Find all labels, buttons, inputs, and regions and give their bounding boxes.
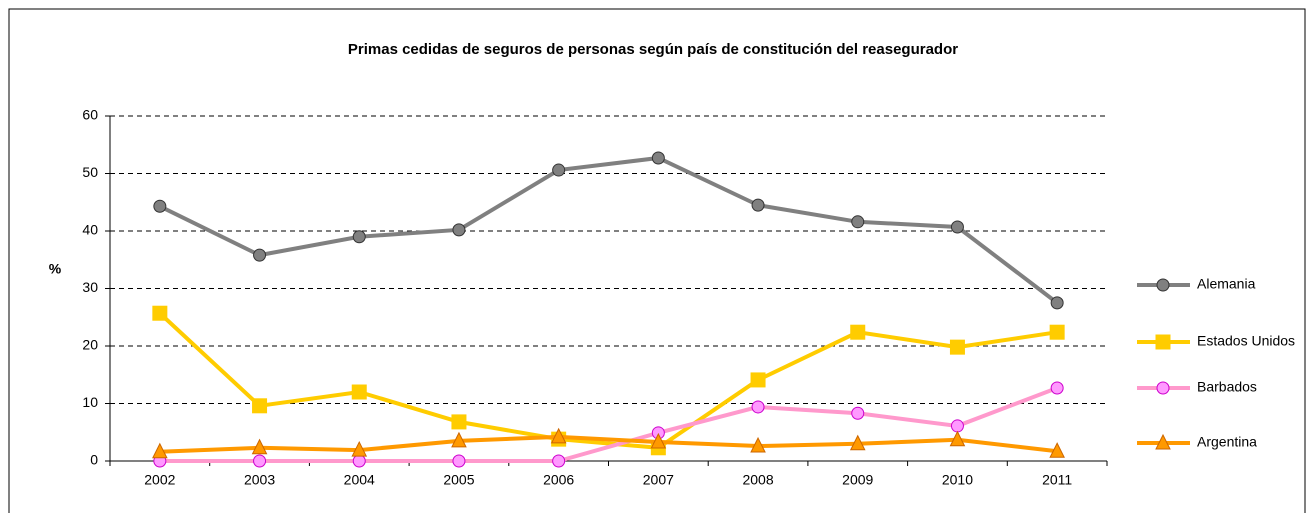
y-tick-label: 10 bbox=[82, 394, 98, 410]
legend-label: Estados Unidos bbox=[1197, 333, 1295, 349]
x-tick-label: 2005 bbox=[443, 472, 474, 488]
y-tick-label: 50 bbox=[82, 164, 98, 180]
data-point bbox=[750, 372, 766, 388]
y-tick-label: 60 bbox=[82, 107, 98, 123]
y-tick-label: 0 bbox=[90, 452, 98, 468]
x-tick-label: 2007 bbox=[643, 472, 674, 488]
data-point bbox=[153, 199, 167, 213]
data-point bbox=[253, 248, 267, 262]
data-point bbox=[651, 151, 665, 165]
y-axis-label: % bbox=[49, 261, 62, 277]
data-point bbox=[950, 220, 964, 234]
data-point bbox=[650, 432, 667, 449]
x-tick-label: 2008 bbox=[742, 472, 773, 488]
data-point bbox=[552, 163, 566, 177]
x-tick-label: 2011 bbox=[1042, 472, 1072, 488]
data-point bbox=[253, 454, 267, 468]
legend-label: Alemania bbox=[1197, 276, 1256, 292]
data-point bbox=[351, 440, 368, 457]
data-point bbox=[452, 454, 466, 468]
data-point bbox=[851, 215, 865, 229]
y-tick-label: 40 bbox=[82, 222, 98, 238]
data-point bbox=[1049, 324, 1065, 340]
series-line bbox=[158, 155, 1059, 305]
data-point bbox=[552, 454, 566, 468]
data-point bbox=[751, 400, 765, 414]
data-point bbox=[252, 398, 268, 414]
data-point bbox=[850, 324, 866, 340]
data-point bbox=[352, 454, 366, 468]
series-line bbox=[159, 386, 1058, 463]
x-tick-label: 2002 bbox=[144, 472, 175, 488]
data-point bbox=[152, 305, 168, 321]
data-point bbox=[152, 442, 168, 459]
data-point bbox=[352, 230, 366, 244]
data-point bbox=[849, 434, 866, 451]
data-point bbox=[751, 198, 765, 212]
legend-label: Barbados bbox=[1197, 379, 1257, 395]
data-point bbox=[452, 223, 466, 237]
data-point bbox=[550, 427, 567, 444]
y-tick-label: 30 bbox=[82, 279, 98, 295]
data-point bbox=[851, 406, 865, 420]
x-tick-label: 2003 bbox=[244, 472, 275, 488]
data-point bbox=[1050, 381, 1064, 395]
x-tick-label: 2010 bbox=[942, 472, 973, 488]
legend-marker bbox=[1156, 278, 1170, 292]
data-point bbox=[251, 438, 268, 455]
x-tick-label: 2009 bbox=[842, 472, 873, 488]
data-point bbox=[351, 384, 367, 400]
x-tick-label: 2006 bbox=[543, 472, 574, 488]
data-point bbox=[950, 419, 964, 433]
data-point bbox=[1050, 296, 1064, 310]
legend-marker bbox=[1156, 381, 1170, 395]
x-tick-label: 2004 bbox=[344, 472, 375, 488]
data-point bbox=[451, 414, 467, 430]
data-point bbox=[949, 430, 966, 447]
data-point bbox=[750, 436, 766, 453]
chart-title: Primas cedidas de seguros de personas se… bbox=[348, 41, 958, 58]
data-point bbox=[1049, 442, 1065, 458]
series-line bbox=[159, 434, 1058, 454]
y-tick-label: 20 bbox=[82, 337, 98, 353]
legend-marker bbox=[1155, 433, 1171, 450]
legend-marker bbox=[1155, 334, 1171, 350]
series-line bbox=[158, 311, 1058, 450]
data-point bbox=[949, 339, 965, 355]
legend-label: Argentina bbox=[1197, 434, 1257, 450]
data-point bbox=[451, 431, 467, 448]
